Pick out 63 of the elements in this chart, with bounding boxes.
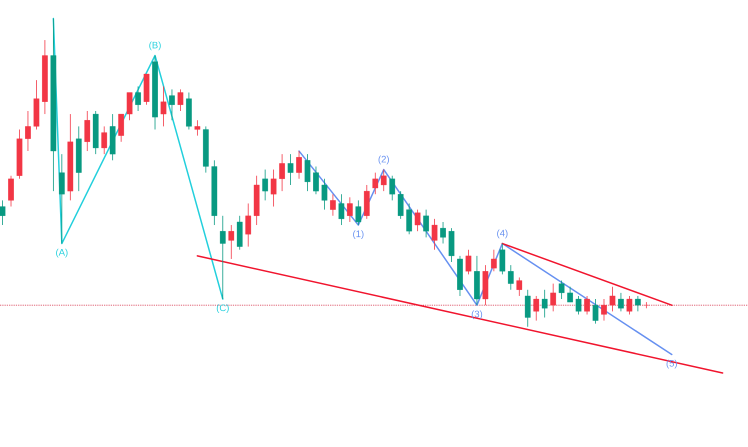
candlestick [355, 200, 362, 226]
candlestick [398, 190, 404, 220]
candlestick [228, 224, 234, 260]
candlestick [84, 110, 90, 152]
annotation: (2) [378, 156, 389, 164]
candlestick [567, 286, 573, 303]
candlestick [58, 154, 65, 244]
candlestick [304, 154, 310, 192]
candlestick [389, 175, 396, 201]
candlestick [313, 166, 319, 195]
candlestick [584, 296, 590, 315]
candlestick [440, 222, 446, 244]
candlestick [626, 296, 632, 315]
candlestick [432, 218, 438, 250]
candlestick [25, 110, 31, 152]
candlestick [169, 88, 175, 121]
candlestick [118, 114, 124, 142]
annotation: (1) [353, 230, 364, 240]
candlestick [542, 289, 548, 318]
candlestick [330, 194, 336, 216]
candlestick [491, 249, 497, 272]
candlestick [322, 178, 328, 210]
candlestick [288, 154, 294, 186]
candlestick [245, 203, 252, 248]
candlestick [126, 92, 132, 121]
candlestick [610, 286, 616, 312]
candlestick [576, 296, 582, 315]
candlestick [601, 298, 607, 322]
annotation: (3) [472, 310, 482, 320]
candlestick [508, 264, 514, 290]
candlestick [347, 196, 353, 222]
annotation: (C) [216, 304, 229, 314]
candlestick [0, 200, 6, 226]
candlestick [262, 169, 268, 201]
candlestick [101, 126, 108, 155]
candlestick [466, 249, 472, 275]
candlestick [414, 209, 420, 232]
candlestick [558, 280, 564, 300]
candlestick [8, 175, 14, 207]
candlestick [550, 283, 556, 312]
candlestick [618, 292, 624, 312]
candlestick [380, 169, 387, 192]
candlestick [178, 88, 184, 112]
candlestick [160, 86, 166, 127]
candlestick [406, 203, 412, 235]
candlestick [592, 298, 598, 324]
candlestick [220, 215, 226, 300]
candlestick [635, 296, 641, 312]
annotation: (4) [497, 230, 508, 238]
candlestick [270, 169, 276, 207]
candlestick [499, 243, 506, 275]
candlestick [524, 289, 531, 328]
annotation: (A) [56, 248, 68, 258]
candlestick [372, 172, 378, 195]
candlestick [533, 296, 540, 322]
candlestick [279, 154, 285, 192]
annotation: (B) [149, 41, 161, 50]
candlestick [135, 86, 141, 112]
candlestick [423, 209, 429, 238]
candlestick [194, 120, 200, 136]
candlestick [296, 150, 302, 180]
candlestick [338, 194, 344, 226]
candlestick [516, 277, 522, 296]
